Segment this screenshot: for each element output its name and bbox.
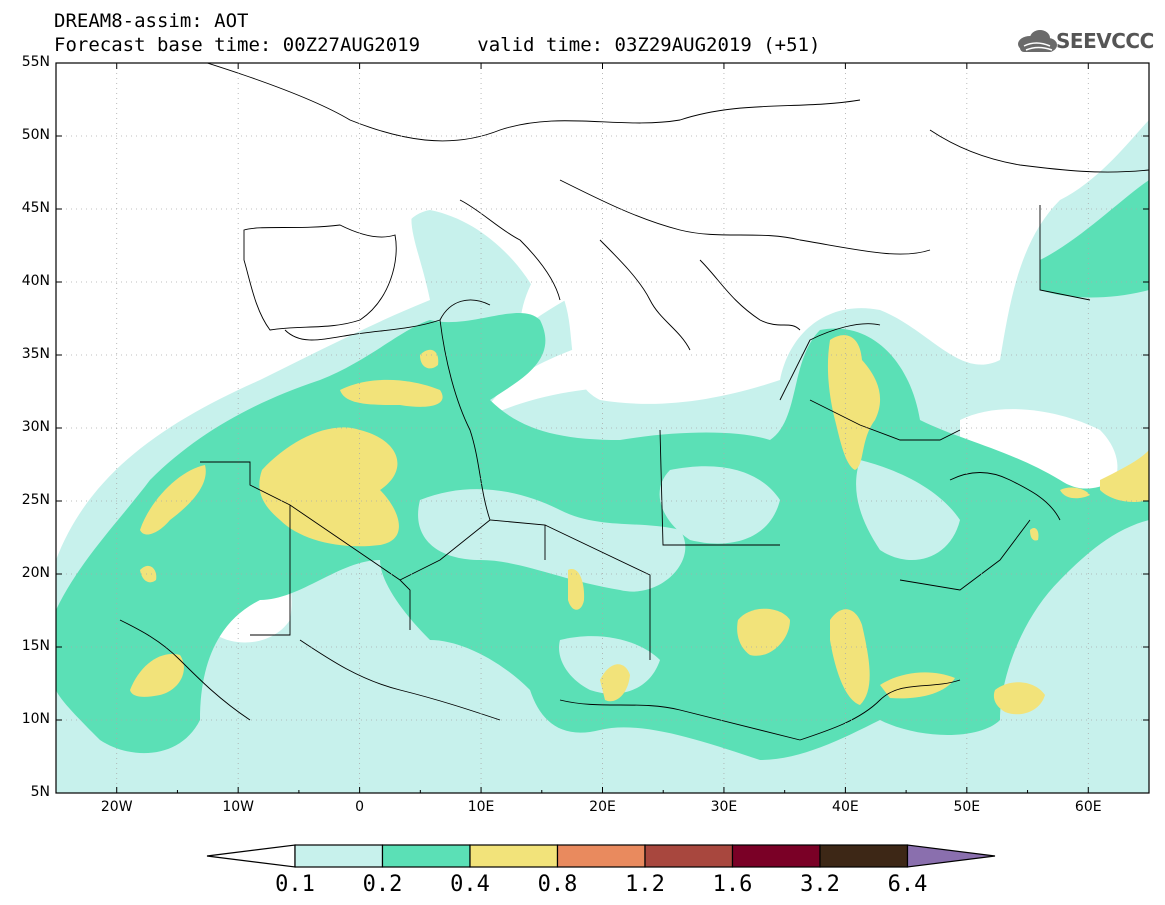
lat-label: 25N xyxy=(21,492,50,508)
country-borders xyxy=(119,63,1149,741)
colorbar-label: 3.2 xyxy=(800,872,840,897)
lat-label: 15N xyxy=(21,638,50,654)
lon-label: 60E xyxy=(1074,799,1102,815)
lon-label: 10W xyxy=(222,799,254,815)
lat-label: 30N xyxy=(21,419,50,435)
colorbar-high-arrow xyxy=(906,844,996,868)
logo-text: SEEVCCC xyxy=(1056,29,1154,53)
colorbar-label: 1.6 xyxy=(712,872,753,897)
lat-label: 55N xyxy=(21,54,50,70)
lat-label: 50N xyxy=(21,127,50,143)
axis-ticks xyxy=(55,62,1150,794)
lat-label: 45N xyxy=(21,200,50,216)
colorbar-segment xyxy=(381,844,471,868)
valid-time-label: valid time: 03Z29AUG2019 (+51) xyxy=(477,34,821,56)
lon-label: 20E xyxy=(589,799,616,815)
lon-label: 20W xyxy=(100,799,133,815)
aot-band-0-4 xyxy=(130,335,1149,715)
graticule xyxy=(56,63,1149,793)
lon-label: 0 xyxy=(355,799,365,815)
base-time-label: Forecast base time: 00Z27AUG2019 xyxy=(54,34,421,56)
colorbar-segment xyxy=(556,844,646,868)
colorbar-segment xyxy=(294,844,384,868)
lon-label: 40E xyxy=(832,799,859,815)
lat-label: 20N xyxy=(21,565,50,581)
lat-label: 35N xyxy=(21,346,50,362)
aot-fields xyxy=(56,63,1149,793)
cloud-logo-icon xyxy=(1018,30,1057,52)
forecast-time-line: Forecast base time: 00Z27AUG2019 valid t… xyxy=(54,34,820,56)
colorbar-segment xyxy=(731,844,821,868)
colorbar-segment xyxy=(644,844,734,868)
lon-label: 50E xyxy=(953,799,981,815)
map-title: DREAM8-assim: AOT xyxy=(54,10,249,32)
lon-label: 10E xyxy=(467,799,495,815)
colorbar-label: 0.2 xyxy=(362,872,403,897)
colorbar-segment xyxy=(819,844,909,868)
lat-label: 40N xyxy=(21,273,50,289)
colorbar-low-arrow xyxy=(206,844,296,868)
lon-label: 30E xyxy=(710,799,738,815)
lat-label: 5N xyxy=(30,784,50,800)
colorbar-label: 0.8 xyxy=(537,872,578,897)
colorbar-segment xyxy=(469,844,559,868)
lat-label: 10N xyxy=(21,711,50,727)
colorbar-label: 1.2 xyxy=(625,872,665,897)
colorbar-label: 0.1 xyxy=(275,872,315,897)
colorbar-label: 0.4 xyxy=(450,872,490,897)
colorbar-label: 6.4 xyxy=(887,872,928,897)
